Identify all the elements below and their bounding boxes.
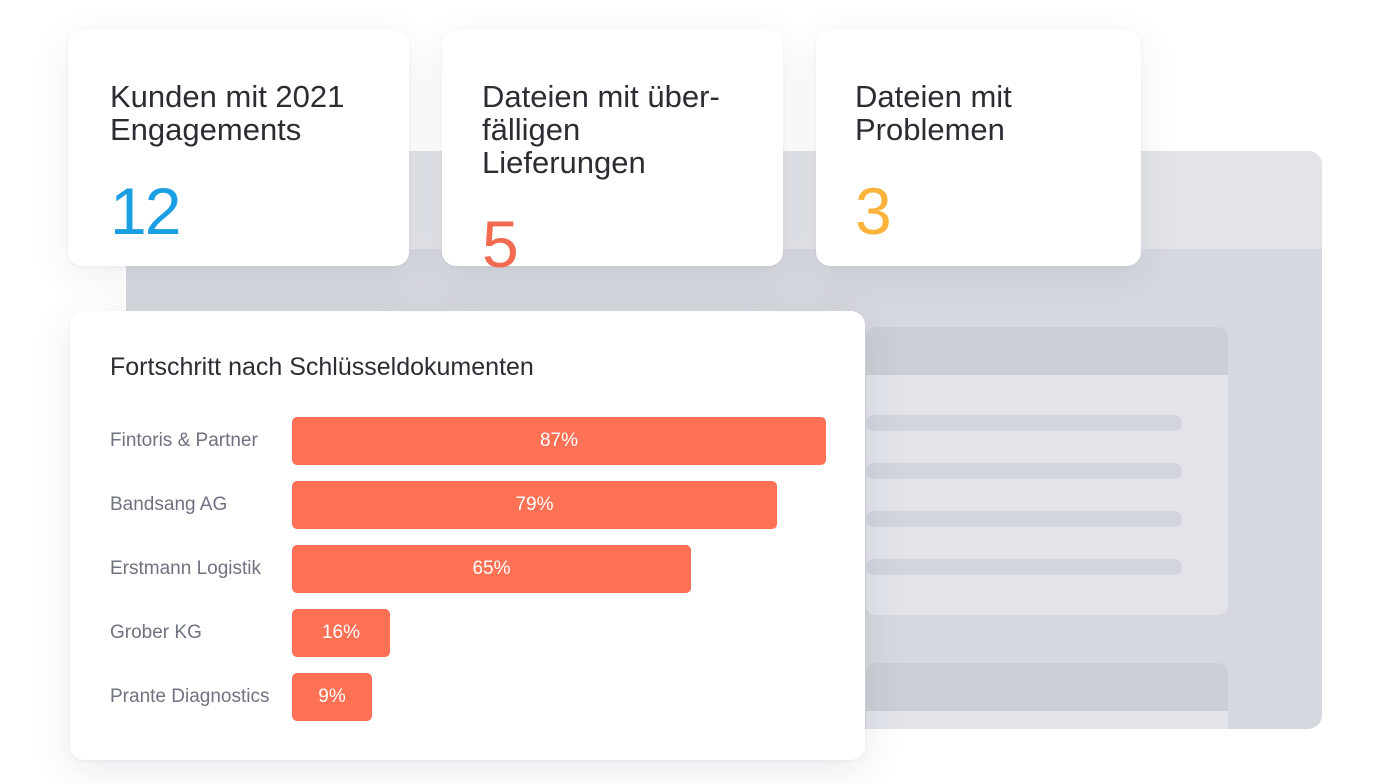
kpi-card-overdue[interactable]: Dateien mit über- fälligen Lieferungen 5 — [442, 30, 783, 277]
kpi-label-line: Problemen — [855, 112, 1005, 147]
bar-value-label: 79% — [515, 494, 554, 515]
bar-category-label: Fintoris & Partner — [110, 430, 258, 451]
placeholder-line — [866, 463, 1182, 479]
bar-value-label: 16% — [321, 622, 361, 643]
kpi-label-line: Kunden mit 2021 — [110, 79, 345, 114]
bar[interactable]: 65% — [292, 545, 691, 593]
background-panel-2 — [866, 663, 1228, 729]
bar-category-label: Prante Diagnostics — [110, 686, 270, 707]
background-panel — [866, 327, 1228, 615]
placeholder-line — [866, 559, 1182, 575]
kpi-label: Kunden mit 2021 Engagements — [110, 80, 367, 146]
kpi-label: Dateien mit über- fälligen Lieferungen — [482, 80, 741, 179]
kpi-value: 5 — [482, 207, 519, 281]
kpi-value: 3 — [855, 174, 892, 248]
bar[interactable]: 16% — [292, 609, 390, 657]
kpi-label-line: fälligen Lieferungen — [482, 112, 646, 180]
bar-value-label: 9% — [318, 686, 346, 707]
progress-chart-card: Fortschritt nach Schlüsseldokumenten Fin… — [70, 311, 865, 760]
kpi-value: 12 — [110, 174, 181, 248]
background-panel-header — [866, 327, 1228, 375]
placeholder-line — [866, 511, 1182, 527]
kpi-label-line: Dateien mit — [855, 79, 1012, 114]
kpi-label: Dateien mit Problemen — [855, 80, 1099, 146]
background-panel-2-header — [866, 663, 1228, 711]
bar-row: Fintoris & Partner 87% — [70, 417, 865, 465]
kpi-label-line: Dateien mit über- — [482, 79, 720, 114]
kpi-card-customers[interactable]: Kunden mit 2021 Engagements 12 — [68, 30, 409, 266]
bar-value-label: 87% — [539, 430, 579, 451]
bar[interactable]: 79% — [292, 481, 777, 529]
placeholder-line — [866, 415, 1182, 431]
kpi-label-line: Engagements — [110, 112, 302, 147]
bar-row: Bandsang AG 79% — [70, 481, 865, 529]
bar-category-label: Bandsang AG — [110, 494, 228, 515]
bar-row: Grober KG 16% — [70, 609, 865, 657]
bar[interactable]: 87% — [292, 417, 826, 465]
chart-title: Fortschritt nach Schlüsseldokumenten — [110, 353, 534, 381]
bar-category-label: Erstmann Logistik — [110, 558, 262, 579]
bar[interactable]: 9% — [292, 673, 372, 721]
bar-value-label: 65% — [472, 558, 511, 579]
bar-category-label: Grober KG — [110, 622, 202, 643]
kpi-card-problems[interactable]: Dateien mit Problemen 3 — [816, 30, 1141, 266]
bar-row: Prante Diagnostics 9% — [70, 673, 865, 721]
bar-row: Erstmann Logistik 65% — [70, 545, 865, 593]
